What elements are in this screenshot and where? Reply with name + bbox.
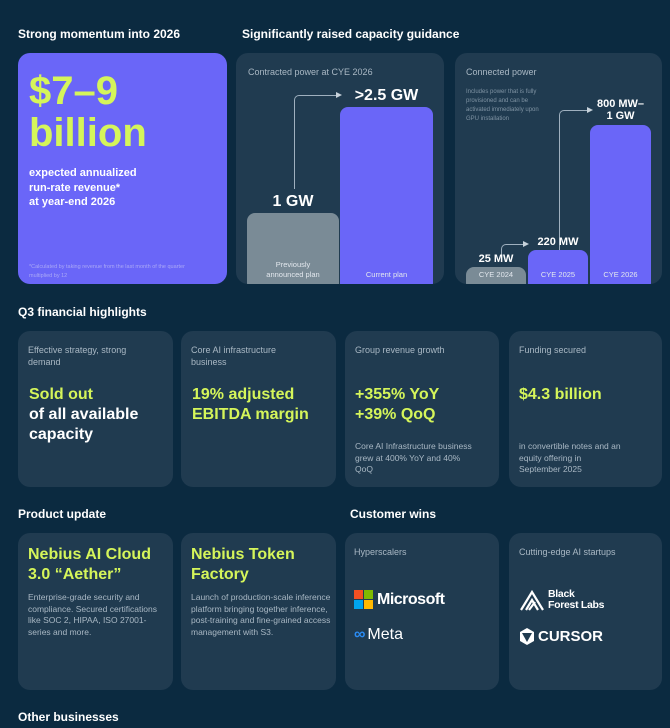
bar-label: Previously announced plan — [266, 260, 320, 279]
bar-cye-2025: CYE 2025 — [528, 250, 588, 284]
section-title-customers: Customer wins — [350, 507, 437, 521]
revenue-desc: expected annualized — [29, 167, 137, 179]
meta-icon: ∞ — [354, 626, 366, 643]
section-title-other: Other businesses — [18, 710, 119, 724]
arrow-icon — [559, 107, 593, 250]
highlight-accent: +39% QoQ — [355, 406, 436, 423]
customer-label: Cutting-edge AI startups — [519, 547, 616, 557]
contracted-title: Contracted power at CYE 2026 — [248, 67, 373, 77]
highlight-main: of all available capacity — [29, 406, 139, 443]
connected-note: Includes power that is fully provisioned… — [466, 89, 539, 122]
cursor-icon — [520, 628, 534, 645]
black-forest-labs-icon — [520, 589, 544, 611]
revenue-headline-unit: billion — [29, 111, 147, 155]
customer-label: Hyperscalers — [354, 547, 407, 557]
product-desc: Enterprise-grade security and compliance… — [28, 592, 157, 637]
section-title-q3: Q3 financial highlights — [18, 305, 147, 319]
bar-previous-plan: Previously announced plan — [247, 213, 339, 284]
highlight-accent: Sold out — [29, 386, 93, 403]
product-card-token-factory: Nebius Token Factory Launch of productio… — [181, 533, 336, 690]
revenue-desc: run-rate revenue* — [29, 181, 121, 194]
highlight-card-revenue-growth: Group revenue growth +355% YoY +39% QoQ … — [345, 331, 499, 487]
section-title-momentum: Strong momentum into 2026 — [18, 27, 181, 41]
revenue-footnote: *Calculated by taking revenue from the l… — [29, 264, 185, 279]
bar-value: 800 MW– 1 GW — [596, 98, 645, 122]
microsoft-icon — [354, 590, 373, 609]
customer-card-ai-startups: Cutting-edge AI startups Black Forest Lab… — [509, 533, 662, 690]
connected-title: Connected power — [466, 67, 537, 77]
bar-label: Current plan — [365, 270, 408, 279]
highlight-note: Core AI Infrastructure business grew at … — [355, 441, 472, 474]
connected-power-card: Connected power Includes power that is f… — [455, 53, 662, 284]
bar-value: 220 MW — [537, 236, 579, 248]
revenue-card: $7–9 billion expected annualized run-rat… — [18, 53, 227, 284]
product-card-aether: Nebius AI Cloud 3.0 “Aether” Enterprise-… — [18, 533, 173, 690]
bar-value: 25 MW — [478, 253, 514, 265]
section-title-capacity: Significantly raised capacity guidance — [242, 27, 460, 41]
highlight-label: Effective strategy, strong demand — [28, 345, 127, 367]
section-title-product: Product update — [18, 507, 107, 521]
bar-cye-2026: CYE 2026 — [590, 125, 651, 284]
bar-current-plan: Current plan — [340, 107, 433, 284]
highlight-accent: +355% YoY — [355, 386, 440, 403]
highlight-card-ebitda: Core AI infrastructure business 19% adju… — [181, 331, 336, 487]
cursor-logo: CURSOR — [519, 627, 603, 646]
bar-label: CYE 2024 — [478, 270, 514, 279]
microsoft-logo: Microsoft — [354, 590, 445, 609]
highlight-accent: 19% adjusted EBITDA margin — [192, 386, 309, 423]
bar-value: 1 GW — [272, 193, 314, 210]
contracted-power-card: Contracted power at CYE 2026 1 GW >2.5 G… — [236, 53, 444, 284]
bar-label: CYE 2026 — [603, 270, 638, 279]
highlight-card-funding: Funding secured $4.3 billion in converti… — [509, 331, 662, 487]
customer-card-hyperscalers: Hyperscalers Microsoft ∞ Meta — [345, 533, 499, 690]
product-title: Nebius Token Factory — [191, 546, 295, 583]
highlight-label: Group revenue growth — [355, 345, 445, 355]
bar-value: >2.5 GW — [354, 87, 419, 104]
black-forest-labs-logo: Black Forest Labs — [519, 589, 605, 611]
arrow-icon — [294, 92, 342, 189]
meta-logo: ∞ Meta — [354, 626, 403, 643]
bar-cye-2024: CYE 2024 — [466, 267, 526, 284]
product-desc: Launch of production-scale inference pla… — [191, 592, 331, 637]
bar-label: CYE 2025 — [540, 270, 576, 279]
highlight-accent: $4.3 billion — [519, 386, 602, 403]
highlight-label: Funding secured — [519, 345, 587, 355]
arrow-icon — [501, 241, 529, 257]
highlight-label: Core AI infrastructure business — [191, 345, 277, 367]
highlight-note: in convertible notes and an equity offer… — [519, 441, 621, 474]
highlight-card-demand: Effective strategy, strong demand Sold o… — [18, 331, 173, 487]
revenue-desc: at year-end 2026 — [29, 196, 116, 208]
revenue-headline: $7–9 — [29, 69, 118, 113]
product-title: Nebius AI Cloud 3.0 “Aether” — [28, 546, 151, 583]
